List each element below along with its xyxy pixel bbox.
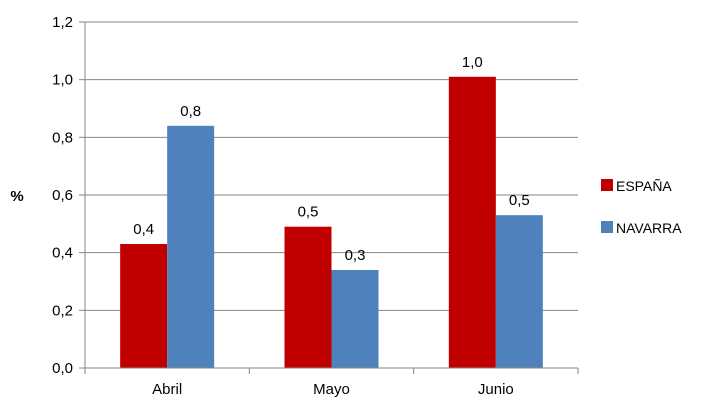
data-label: 0,3	[345, 247, 366, 264]
data-label: 0,4	[133, 221, 154, 238]
data-label: 1,0	[462, 54, 483, 71]
y-tick-label: 0,2	[52, 302, 73, 319]
bar-españa-abril	[120, 244, 168, 368]
y-tick-label: 0,0	[52, 360, 73, 377]
bar-españa-junio	[448, 76, 496, 369]
data-label: 0,5	[298, 204, 319, 221]
y-tick-label: 0,6	[52, 187, 73, 204]
legend-label: ESPAÑA	[616, 178, 672, 194]
y-tick-label: 0,4	[52, 245, 73, 262]
y-tick-label: 0,8	[52, 129, 73, 146]
legend-label: NAVARRA	[616, 220, 682, 236]
y-tick-label: 1,2	[52, 14, 73, 31]
bars	[120, 76, 543, 369]
bar-navarra-mayo	[331, 269, 379, 368]
axes: 0,0 0,2 0,4 0,6 0,8 1,0 1,2 Abril Mayo Junio	[52, 14, 579, 398]
bar-navarra-junio	[495, 215, 543, 368]
bar-españa-mayo	[284, 226, 332, 368]
x-tick-label: Abril	[152, 381, 182, 398]
legend-swatch	[601, 179, 613, 191]
x-tick-label: Junio	[478, 381, 514, 398]
y-tick-label: 1,0	[52, 72, 73, 89]
bar-navarra-abril	[167, 125, 215, 368]
legend: ESPAÑA NAVARRA	[601, 178, 682, 236]
x-tick-label: Mayo	[313, 381, 350, 398]
y-axis-label: %	[10, 188, 23, 205]
data-label: 0,8	[180, 103, 201, 120]
data-labels: 0,4 0,8 0,5 0,3 1,0 0,5	[133, 54, 530, 264]
data-label: 0,5	[509, 192, 530, 209]
legend-swatch	[601, 221, 613, 233]
